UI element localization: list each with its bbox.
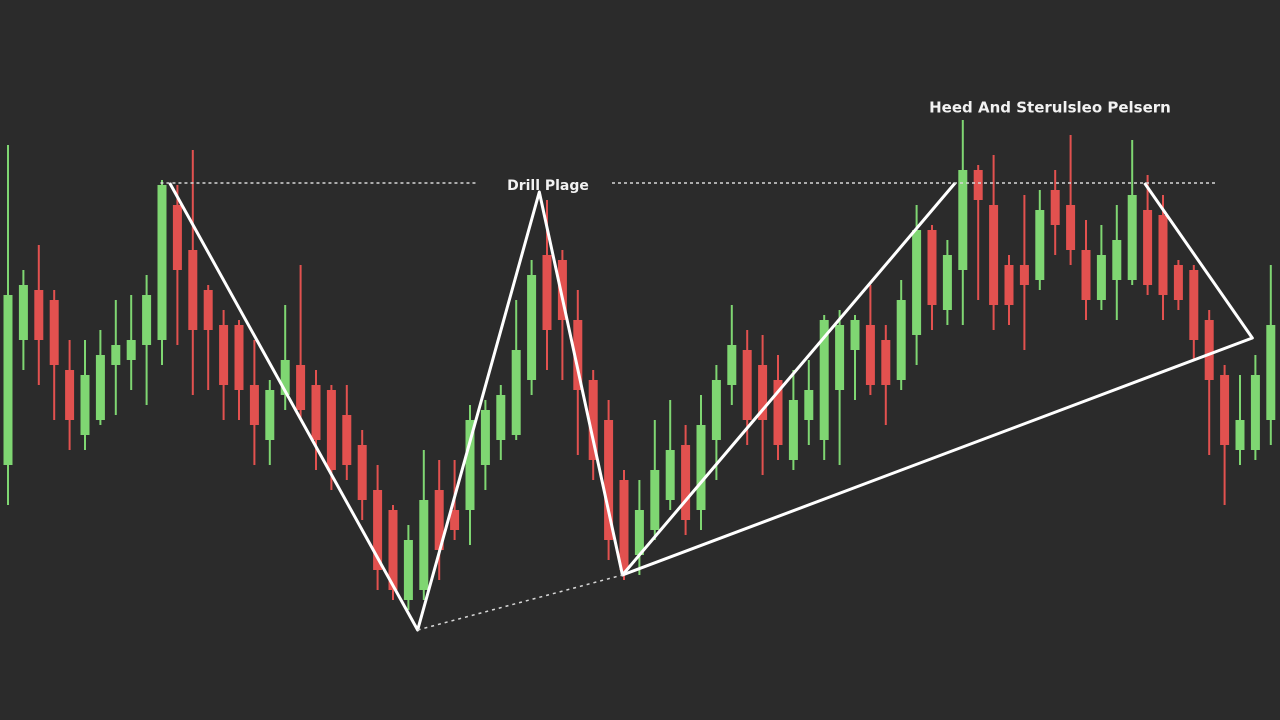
candle-body — [989, 205, 999, 305]
candle-body — [480, 410, 490, 465]
pattern-overlay — [160, 182, 1254, 632]
candle-body — [958, 170, 968, 270]
candle-body — [850, 320, 860, 350]
candle-body — [542, 255, 552, 330]
candle-body — [1081, 250, 1091, 300]
candle-body — [1066, 205, 1076, 250]
candle-body — [727, 345, 737, 385]
candle-body — [342, 415, 352, 465]
candle-body — [758, 365, 768, 420]
candle-body — [65, 370, 75, 420]
candle-body — [1158, 215, 1168, 295]
candle-body — [249, 385, 259, 425]
candle-body — [172, 205, 182, 270]
candle-body — [403, 540, 413, 600]
candle-body — [388, 510, 398, 590]
candle-body — [265, 390, 275, 440]
candle-body — [49, 300, 59, 365]
candle-body — [927, 230, 937, 305]
candle-body — [373, 490, 383, 570]
candle-body — [3, 295, 13, 465]
candle-body — [742, 350, 752, 420]
candle-body — [511, 350, 521, 435]
pattern-line — [621, 182, 1254, 577]
candle-body — [619, 480, 629, 570]
candle-body — [34, 290, 44, 340]
candle-body — [465, 420, 475, 510]
candle-body — [527, 275, 537, 380]
candle-body — [203, 290, 213, 330]
candle-body — [1173, 265, 1183, 300]
candle-body — [357, 445, 367, 500]
candle-body — [157, 185, 167, 340]
candle-body — [1019, 265, 1029, 285]
candle-body — [1189, 270, 1199, 340]
candle-body — [496, 395, 506, 440]
candle-body — [804, 390, 814, 420]
candle-body — [1235, 420, 1245, 450]
candle-body — [1220, 375, 1230, 445]
candle-body — [650, 470, 660, 530]
candle-body — [219, 325, 229, 385]
candle-body — [1204, 320, 1214, 380]
candle-body — [296, 365, 306, 410]
candle-body — [819, 320, 829, 440]
candle-body — [1112, 240, 1122, 280]
candle-body — [973, 170, 983, 200]
candle-body — [912, 230, 922, 335]
candle-body — [1250, 375, 1260, 450]
candle-body — [126, 340, 136, 360]
candle-body — [942, 255, 952, 310]
candles — [3, 120, 1276, 610]
candle-body — [1143, 210, 1153, 285]
candle-body — [711, 380, 721, 440]
pattern-label: Drill Plage — [507, 178, 589, 194]
candle-body — [788, 400, 798, 460]
candle-body — [681, 445, 691, 520]
candle-body — [311, 385, 321, 440]
candle-body — [234, 325, 244, 390]
pattern-title: Heed And Sterulsleo Pelsern — [929, 99, 1171, 117]
candle-body — [326, 390, 336, 470]
candle-body — [634, 510, 644, 555]
candle-body — [434, 490, 444, 550]
candle-body — [665, 450, 675, 500]
candle-body — [18, 285, 28, 340]
candle-body — [1127, 195, 1137, 280]
support-line — [417, 574, 623, 631]
candle-body — [1035, 210, 1045, 280]
candle-body — [865, 325, 875, 385]
candle-body — [419, 500, 429, 590]
candle-body — [450, 510, 460, 530]
candle-body — [557, 260, 567, 320]
candle-body — [188, 250, 198, 330]
candle-body — [773, 380, 783, 445]
candle-body — [696, 425, 706, 510]
candle-body — [835, 325, 845, 390]
candle-body — [1004, 265, 1014, 305]
candle-body — [588, 380, 598, 460]
candle-body — [1266, 325, 1276, 420]
candle-body — [896, 300, 906, 380]
candle-body — [111, 345, 121, 365]
candle-body — [1096, 255, 1106, 300]
candle-body — [80, 375, 90, 435]
candle-body — [95, 355, 105, 420]
candle-body — [573, 320, 583, 390]
candle-body — [280, 360, 290, 395]
candle-body — [604, 420, 614, 540]
pattern-line — [168, 182, 957, 632]
candle-body — [1050, 190, 1060, 225]
candle-body — [881, 340, 891, 385]
candle-body — [142, 295, 152, 345]
